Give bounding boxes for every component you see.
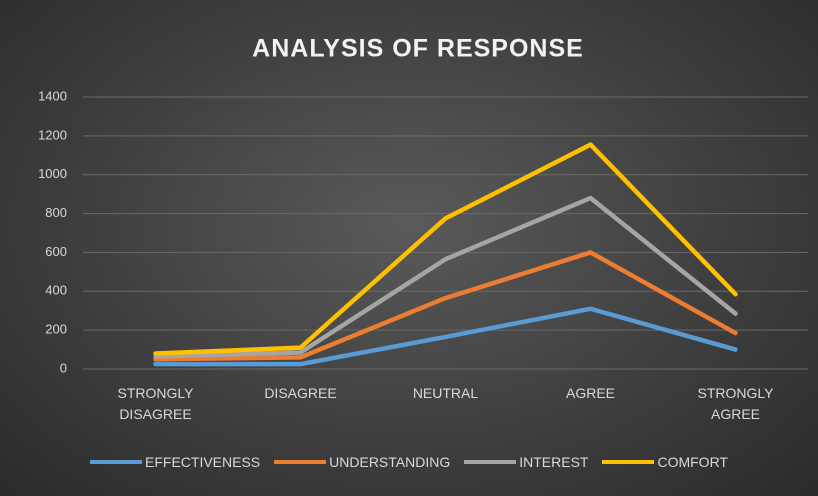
series-line bbox=[153, 142, 738, 356]
series-line bbox=[153, 250, 738, 362]
y-tick-label: 1000 bbox=[38, 166, 67, 181]
legend: EFFECTIVENESS UNDERSTANDING INTEREST COMFOR… bbox=[0, 454, 818, 470]
y-tick-label: 1200 bbox=[38, 127, 67, 142]
x-tick-label: DISAGREE bbox=[264, 385, 337, 401]
y-tick-label: 800 bbox=[45, 205, 67, 220]
legend-swatch bbox=[464, 460, 517, 464]
y-tick-label: 600 bbox=[45, 244, 67, 259]
x-tick-label: AGREE bbox=[565, 385, 615, 401]
legend-label: INTEREST bbox=[519, 454, 589, 470]
y-tick-label: 0 bbox=[60, 360, 67, 375]
y-tick-label: 200 bbox=[45, 322, 67, 337]
y-tick-label: 1400 bbox=[38, 88, 67, 103]
legend-swatch bbox=[274, 460, 327, 464]
legend-swatch bbox=[602, 460, 655, 464]
x-tick-label: STRONGLY DISAGREE bbox=[117, 385, 194, 422]
x-tick-label: STRONGLY AGREE bbox=[697, 385, 774, 422]
series-line bbox=[153, 306, 738, 367]
series-line bbox=[153, 195, 738, 359]
legend-item: EFFECTIVENESS bbox=[90, 454, 260, 470]
chart-title: ANALYSIS OF RESPONSE bbox=[252, 35, 584, 63]
legend-label: EFFECTIVENESS bbox=[145, 454, 261, 470]
y-tick-label: 400 bbox=[45, 283, 67, 298]
legend-swatch bbox=[90, 460, 143, 464]
legend-item: UNDERSTANDING bbox=[274, 454, 450, 470]
legend-label: COMFORT bbox=[657, 454, 728, 470]
legend-item: INTEREST bbox=[464, 454, 588, 470]
x-tick-label: NEUTRAL bbox=[412, 385, 479, 401]
legend-item: COMFORT bbox=[602, 454, 728, 470]
legend-label: UNDERSTANDING bbox=[329, 454, 451, 470]
